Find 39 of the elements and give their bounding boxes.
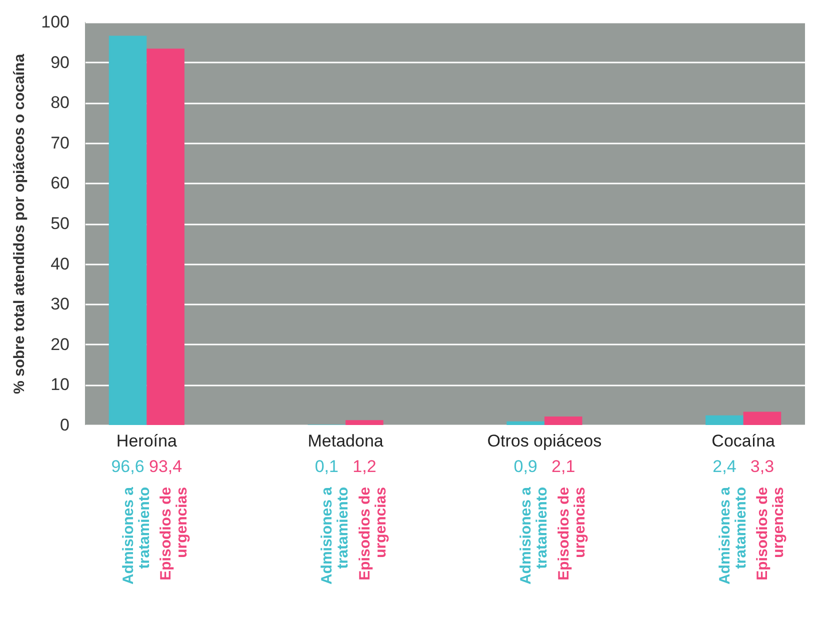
bar	[743, 412, 782, 425]
text: Admisiones a tratamiento	[518, 487, 551, 585]
x-tick-label: Cocaína	[712, 432, 776, 450]
y-tick-label: 100	[41, 12, 70, 32]
text: Admisiones a tratamiento	[120, 486, 153, 585]
x-tick-label: Heroína	[116, 432, 178, 450]
y-axis-title: % sobre total atendidos por opiáceos o cocaína	[11, 53, 28, 394]
x-tick-label: Metadona	[308, 432, 384, 450]
x-tick-label: Otros opiáceos	[487, 432, 602, 450]
data-label: 2,4	[712, 457, 736, 476]
y-tick-label: 20	[50, 334, 70, 354]
text: Admisiones a tratamiento	[318, 487, 352, 585]
y-tick-label: 10	[50, 375, 70, 394]
y-tick-label: 0	[60, 416, 70, 434]
data-label: 0,9	[514, 457, 538, 476]
y-tick-label: 80	[50, 93, 70, 112]
bar	[108, 36, 147, 425]
bar	[346, 420, 384, 425]
data-label: 1,2	[352, 457, 376, 476]
y-tick-label: 70	[50, 133, 70, 152]
bar	[146, 48, 184, 425]
bar	[544, 416, 582, 425]
data-label: 0,1	[314, 457, 338, 476]
data-label: 2,1	[552, 457, 576, 476]
text: Episodios de urgencias	[555, 487, 588, 580]
text: Admisiones a tratamiento	[716, 487, 750, 585]
data-label: 3,3	[750, 457, 774, 476]
bar	[506, 421, 544, 425]
y-tick-label: 40	[50, 254, 70, 274]
text: Episodios de urgencias	[158, 487, 191, 580]
text: Episodios de urgencias	[356, 487, 390, 580]
data-label: 96,6	[111, 457, 144, 476]
y-tick-label: 60	[50, 174, 70, 193]
y-tick-label: 30	[50, 294, 70, 314]
bar	[706, 415, 744, 425]
data-label: 93,4	[149, 457, 182, 476]
y-tick-label: 50	[50, 214, 70, 233]
y-tick-label: 90	[50, 52, 70, 72]
text: Episodios de urgencias	[754, 487, 788, 580]
